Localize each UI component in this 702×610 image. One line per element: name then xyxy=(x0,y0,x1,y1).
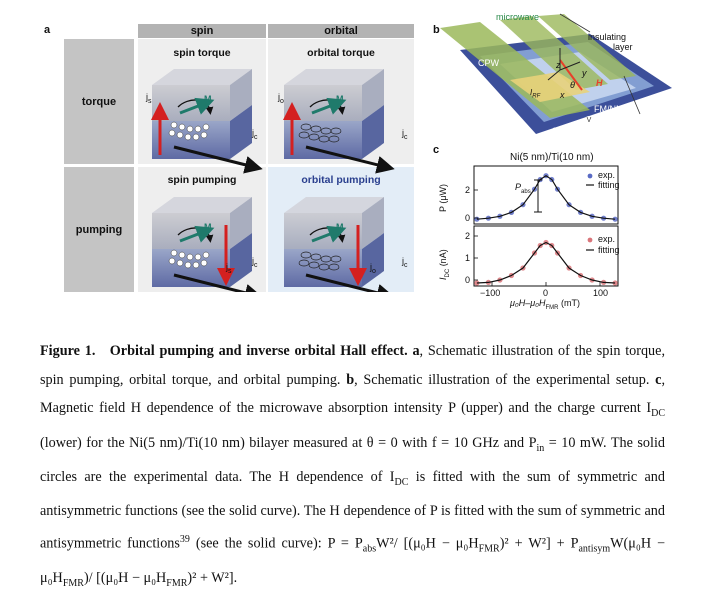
label-theta: θ xyxy=(570,80,575,90)
lower-ylabel: IDC (nA) xyxy=(438,249,451,280)
label-m-2: M xyxy=(336,94,344,104)
upper-ytick-2: 2 xyxy=(465,185,471,195)
cell-title: spin pumping xyxy=(167,174,237,186)
label-layer: layer xyxy=(613,42,633,52)
panel-b-setup-diagram xyxy=(440,13,672,134)
upper-ylabel: P (μW) xyxy=(438,183,448,212)
upper-exp-points xyxy=(474,173,618,222)
lower-ytick-2: 2 xyxy=(465,231,471,241)
label-jo-2: jo xyxy=(278,92,284,105)
label-jc-2: jc xyxy=(402,128,408,141)
col-header-spin: spin xyxy=(138,24,266,38)
legend-lower-exp: exp. xyxy=(598,234,616,244)
exp-point xyxy=(474,280,480,286)
voltmeter-icon: V xyxy=(584,116,594,126)
label-m-4: M xyxy=(336,222,344,232)
block-orbital-torque xyxy=(283,69,395,174)
cell-title: spin torque xyxy=(173,47,231,59)
label-w: w xyxy=(470,94,477,104)
cell-title: orbital torque xyxy=(307,47,375,59)
panel-a-letter: a xyxy=(44,24,51,36)
label-x: x xyxy=(560,90,565,100)
label-y: y xyxy=(582,68,587,78)
lower-plot-frame xyxy=(473,225,619,287)
legend-upper-fit: fitting xyxy=(598,180,620,190)
chart-title: Ni(5 nm)/Ti(10 nm) xyxy=(510,152,594,163)
caption-title: Orbital pumping and inverse orbital Hall… xyxy=(109,343,408,359)
caption-fig-label: Figure 1. xyxy=(40,343,96,359)
upper-ytick-0: 0 xyxy=(465,213,471,223)
xlabel: μ₀H–μ₀HFMR (mT) xyxy=(510,298,580,311)
label-cpw: CPW xyxy=(478,58,499,68)
label-substrate: Si/SiO2 sub. xyxy=(552,126,601,139)
label-h: H xyxy=(596,78,603,88)
panel-c-chart xyxy=(473,165,619,287)
label-fm-nm: FM/NM xyxy=(594,104,624,114)
panel-a-schematics xyxy=(151,69,395,292)
col-header-orbital: orbital xyxy=(268,24,414,38)
label-js-1: js xyxy=(146,92,152,105)
legend-upper-exp-marker xyxy=(587,173,593,179)
exp-point xyxy=(612,216,618,222)
xtick-0: 0 xyxy=(543,288,549,298)
xtick-neg100: −100 xyxy=(480,288,501,298)
label-jo-4: jo xyxy=(370,262,376,275)
upper-plot-frame xyxy=(473,165,619,225)
xtick-100: 100 xyxy=(593,288,609,298)
label-m-1: M xyxy=(204,94,212,104)
lower-ytick-0: 0 xyxy=(465,275,471,285)
row-label-pumping: pumping xyxy=(64,167,134,292)
label-microwave: microwave xyxy=(496,12,540,22)
panel-b-letter: b xyxy=(433,24,440,36)
lower-fitting-curve xyxy=(476,241,616,284)
label-z: z xyxy=(556,60,561,70)
pabs-label: Pabs xyxy=(515,182,531,195)
figure-caption: Figure 1. Orbital pumping and inverse or… xyxy=(40,343,666,590)
lower-exp-points xyxy=(474,239,618,286)
lower-ytick-1: 1 xyxy=(465,253,471,263)
label-jc-3: jc xyxy=(252,256,258,269)
label-m-3: M xyxy=(204,222,212,232)
block-spin-pumping xyxy=(152,197,263,292)
legend-lower-fit: fitting xyxy=(598,245,620,255)
legend-lower-exp-marker xyxy=(587,237,593,243)
block-orbital-pumping xyxy=(284,197,395,292)
panel-c-letter: c xyxy=(433,144,440,156)
legend-upper-exp: exp. xyxy=(598,170,616,180)
label-jc-1: jc xyxy=(252,128,258,141)
cell-title: orbital pumping xyxy=(301,174,381,186)
exp-point xyxy=(612,280,618,286)
label-insulating: insulating xyxy=(588,32,627,42)
row-label-torque: torque xyxy=(64,39,134,164)
label-irf: IRF xyxy=(530,88,541,100)
block-spin-torque xyxy=(151,69,263,174)
label-jc-4: jc xyxy=(402,256,408,269)
label-js-3: js xyxy=(226,262,232,275)
upper-fitting-curve xyxy=(476,174,616,220)
